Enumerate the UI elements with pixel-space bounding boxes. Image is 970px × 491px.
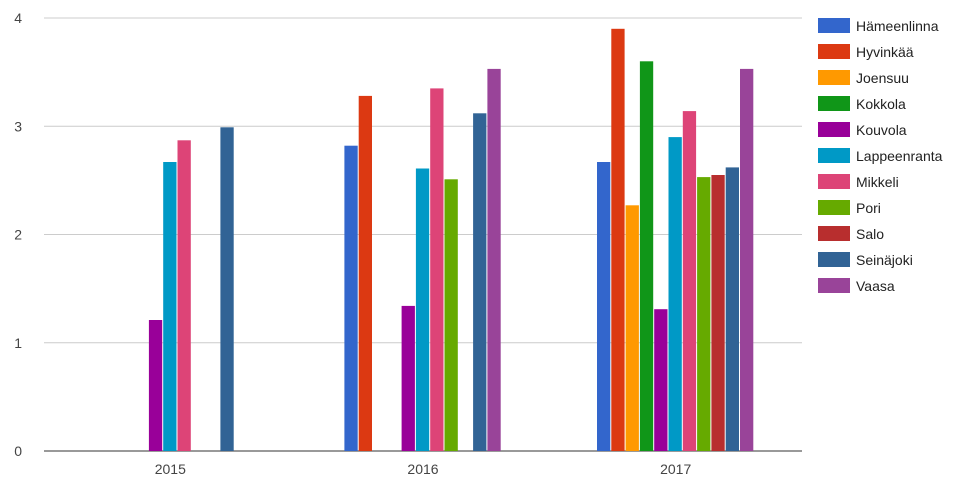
- legend-label: Seinäjoki: [856, 252, 913, 268]
- legend-swatch: [818, 96, 850, 111]
- x-tick-label: 2017: [660, 461, 691, 477]
- legend-swatch: [818, 148, 850, 163]
- x-tick-label: 2015: [155, 461, 186, 477]
- bar: [177, 140, 191, 452]
- legend: Hämeenlinna Hyvinkää Joensuu Kokkola Kouvola…: [818, 18, 943, 294]
- bar: [220, 127, 234, 452]
- bar: [682, 111, 697, 451]
- bar: [473, 113, 487, 452]
- legend-swatch: [818, 226, 850, 241]
- legend-label: Joensuu: [856, 70, 909, 86]
- legend-label: Mikkeli: [856, 174, 899, 190]
- legend-swatch: [818, 70, 850, 85]
- bar: [344, 145, 358, 451]
- bars: [148, 28, 754, 452]
- y-tick-label: 2: [14, 227, 22, 243]
- bar: [358, 95, 372, 452]
- bar: [597, 162, 611, 451]
- bar: [654, 309, 668, 451]
- legend-label: Pori: [856, 200, 881, 216]
- bar: [625, 205, 639, 451]
- bar: [711, 175, 725, 451]
- bar: [401, 305, 415, 451]
- bar: [725, 167, 739, 451]
- legend-swatch: [818, 174, 850, 189]
- bar: [430, 88, 444, 452]
- legend-swatch: [818, 122, 850, 137]
- bar: [148, 320, 163, 451]
- legend-label: Vaasa: [856, 278, 895, 294]
- legend-label: Salo: [856, 226, 884, 242]
- legend-swatch: [818, 278, 850, 293]
- legend-label: Hyvinkää: [856, 44, 914, 60]
- bar: [740, 68, 754, 452]
- bar: [668, 137, 682, 451]
- y-tick-label: 4: [14, 10, 22, 26]
- y-axis-tick-labels: 0 1 2 3 4: [14, 10, 22, 459]
- bar: [611, 28, 625, 452]
- legend-swatch: [818, 18, 850, 33]
- y-tick-label: 3: [14, 118, 22, 134]
- bar: [487, 68, 501, 452]
- legend-label: Hämeenlinna: [856, 18, 939, 34]
- legend-label: Kouvola: [856, 122, 907, 138]
- x-tick-label: 2016: [407, 461, 438, 477]
- bar: [444, 179, 458, 452]
- legend-label: Lappeenranta: [856, 148, 943, 164]
- y-tick-label: 1: [14, 335, 22, 351]
- legend-swatch: [818, 200, 850, 215]
- x-axis-tick-labels: 2015 2016 2017: [155, 461, 692, 477]
- bar: [639, 61, 654, 452]
- bar: [163, 162, 177, 451]
- bar: [697, 177, 711, 451]
- bar: [415, 168, 430, 451]
- legend-label: Kokkola: [856, 96, 906, 112]
- legend-swatch: [818, 252, 850, 267]
- y-tick-label: 0: [14, 443, 22, 459]
- legend-swatch: [818, 44, 850, 59]
